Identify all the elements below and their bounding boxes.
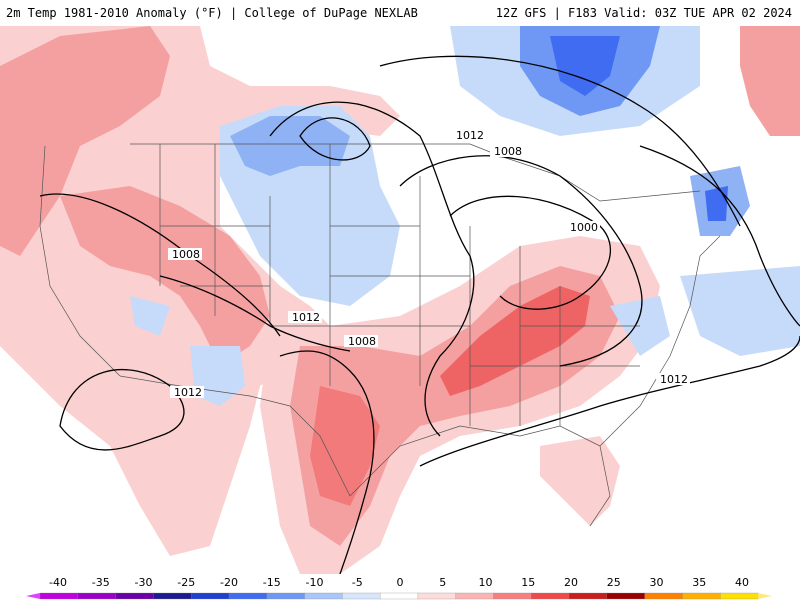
- colorbar-segment: [455, 592, 495, 600]
- colorbar-segment: [77, 592, 117, 600]
- isobar-line-1008-central: [279, 350, 375, 574]
- temperature-anomaly-map: 1012 1008 1000 1008 1012 1008 1012 1012: [0, 26, 800, 574]
- warm-anomaly-rockies: [60, 186, 270, 366]
- colorbar-segment: [644, 592, 684, 600]
- colorbar-tick-label: -40: [49, 576, 67, 589]
- colorbar-tick-label: 30: [650, 576, 664, 589]
- colorbar-segment: [417, 592, 457, 600]
- colorbar-segment: [568, 592, 608, 600]
- colorbar-tick-label: -25: [177, 576, 195, 589]
- isobar-label-1008-north: 1008: [494, 145, 522, 158]
- isobar-line-north-arc: [379, 55, 741, 227]
- colorbar-segment: [342, 592, 381, 600]
- colorbar-tick-label: -15: [263, 576, 281, 589]
- warm-anomaly-texas: [310, 386, 380, 506]
- isobar-line-1008-north: [399, 155, 643, 367]
- model-run-info: 12Z GFS | F183 Valid: 03Z TUE APR 02 202…: [495, 6, 792, 20]
- colorbar-segment: [115, 592, 155, 600]
- state-lines-west: [159, 144, 271, 326]
- map-title: 2m Temp 1981-2010 Anomaly (°F) | College…: [6, 6, 418, 20]
- colorbar-tick-label: -20: [220, 576, 238, 589]
- colorbar-segment: [682, 592, 721, 600]
- warm-anomaly-florida: [540, 436, 620, 526]
- colorbar-segment: [304, 592, 343, 600]
- isobar-line-1012-southwest: [59, 368, 185, 451]
- warm-anomaly-northeast: [740, 26, 800, 136]
- colorbar-segment: [191, 592, 230, 600]
- coastline-west: [39, 145, 121, 377]
- coastline-gulf: [349, 425, 611, 527]
- colorbar-segment: [153, 592, 192, 600]
- isobar-line-outer-east: [639, 145, 800, 327]
- colorbar-tick-label: 20: [564, 576, 578, 589]
- us-mexico-border: [119, 375, 351, 497]
- anomaly-shading: [0, 26, 800, 574]
- colorbar-tick-label: 40: [735, 576, 749, 589]
- isobar-label-1012-central: 1012: [292, 311, 320, 324]
- colorbar-tick-label: 35: [692, 576, 706, 589]
- colorbar-tick-label: -5: [352, 576, 363, 589]
- colorbar-segment: [606, 592, 646, 600]
- colorbar-tick-label: -30: [135, 576, 153, 589]
- colorbar-segment: [379, 592, 419, 600]
- colorbar-tick-label: 5: [439, 576, 446, 589]
- isobar-label-1012-southwest: 1012: [174, 386, 202, 399]
- state-lines-east: [469, 226, 640, 426]
- isobar-label-1012-east: 1012: [660, 373, 688, 386]
- colorbar-segment: [493, 592, 532, 600]
- colorbar-tick-label: 25: [607, 576, 621, 589]
- colorbar-tick-label: 0: [397, 576, 404, 589]
- colorbar-tick-label: -10: [306, 576, 324, 589]
- isobar-line-1000: [449, 195, 611, 310]
- colorbar-segment: [720, 592, 759, 600]
- anomaly-colorbar: -40 -35 -30 -25 -20 -15 -10 -5 0 5 10 15 20 25 30 35 40: [26, 576, 772, 600]
- colorbar-segment: [531, 592, 570, 600]
- isobar-label-1000: 1000: [570, 221, 598, 234]
- warm-anomaly-west-strong: [0, 26, 170, 256]
- colorbar-segment: [266, 592, 306, 600]
- isobar-label-1008-central: 1008: [348, 335, 376, 348]
- colorbar-segment: [39, 592, 79, 600]
- isobar-line-1012-central: [159, 275, 351, 352]
- colorbar-tick-label: 15: [521, 576, 535, 589]
- cold-anomaly-atlantic: [680, 266, 800, 356]
- isobars: [39, 55, 800, 574]
- colorbar-right-arrow: [758, 593, 772, 599]
- coastline-east: [599, 235, 721, 447]
- state-lines-central: [270, 144, 470, 386]
- warm-anomaly-core: [440, 286, 590, 396]
- colorbar-segment: [228, 592, 268, 600]
- colorbar-tick-label: 10: [479, 576, 493, 589]
- isobar-label-1012-north: 1012: [456, 129, 484, 142]
- isobar-line-lake-loop: [299, 117, 371, 161]
- colorbar-tick-label: -35: [92, 576, 110, 589]
- contour-labels: 1012 1008 1000 1008 1012 1008 1012 1012: [168, 129, 690, 399]
- cold-anomaly-california: [130, 296, 170, 336]
- colorbar-segments: [26, 592, 772, 600]
- cold-anomaly-canada-core: [550, 36, 620, 96]
- colorbar-ticks: -40 -35 -30 -25 -20 -15 -10 -5 0 5 10 15 20 25 30 35 40: [49, 576, 749, 589]
- isobar-line-1012-east: [419, 335, 800, 467]
- cold-anomaly-new-england-core: [705, 186, 728, 221]
- isobar-line-1012-north: [269, 101, 475, 437]
- colorbar-left-arrow: [26, 593, 40, 599]
- cold-anomaly-north-plains-strong: [230, 116, 350, 176]
- isobar-label-1008-west: 1008: [172, 248, 200, 261]
